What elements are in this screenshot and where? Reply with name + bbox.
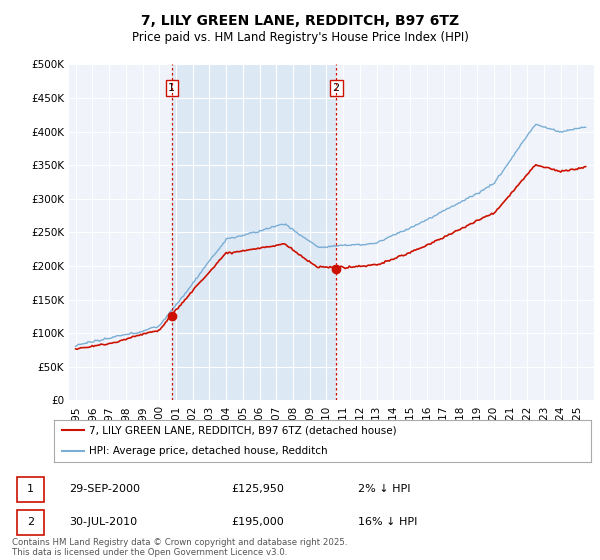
Bar [17, 510, 44, 535]
Text: £125,950: £125,950 [231, 484, 284, 494]
Text: 30-JUL-2010: 30-JUL-2010 [70, 517, 138, 527]
Text: 2: 2 [332, 83, 340, 93]
Text: 1: 1 [27, 484, 34, 494]
Bar [172, 64, 336, 400]
Text: 7, LILY GREEN LANE, REDDITCH, B97 6TZ: 7, LILY GREEN LANE, REDDITCH, B97 6TZ [141, 14, 459, 28]
Bar [17, 477, 44, 502]
Text: 2% ↓ HPI: 2% ↓ HPI [358, 484, 410, 494]
Text: Price paid vs. HM Land Registry's House Price Index (HPI): Price paid vs. HM Land Registry's House … [131, 31, 469, 44]
Text: 16% ↓ HPI: 16% ↓ HPI [358, 517, 417, 527]
Text: 7, LILY GREEN LANE, REDDITCH, B97 6TZ (detached house): 7, LILY GREEN LANE, REDDITCH, B97 6TZ (d… [89, 425, 397, 435]
Text: £195,000: £195,000 [231, 517, 284, 527]
Text: 2: 2 [27, 517, 34, 527]
Text: 29-SEP-2000: 29-SEP-2000 [70, 484, 140, 494]
Text: Contains HM Land Registry data © Crown copyright and database right 2025.
This d: Contains HM Land Registry data © Crown c… [12, 538, 347, 557]
Text: HPI: Average price, detached house, Redditch: HPI: Average price, detached house, Redd… [89, 446, 328, 456]
Text: 1: 1 [169, 83, 175, 93]
